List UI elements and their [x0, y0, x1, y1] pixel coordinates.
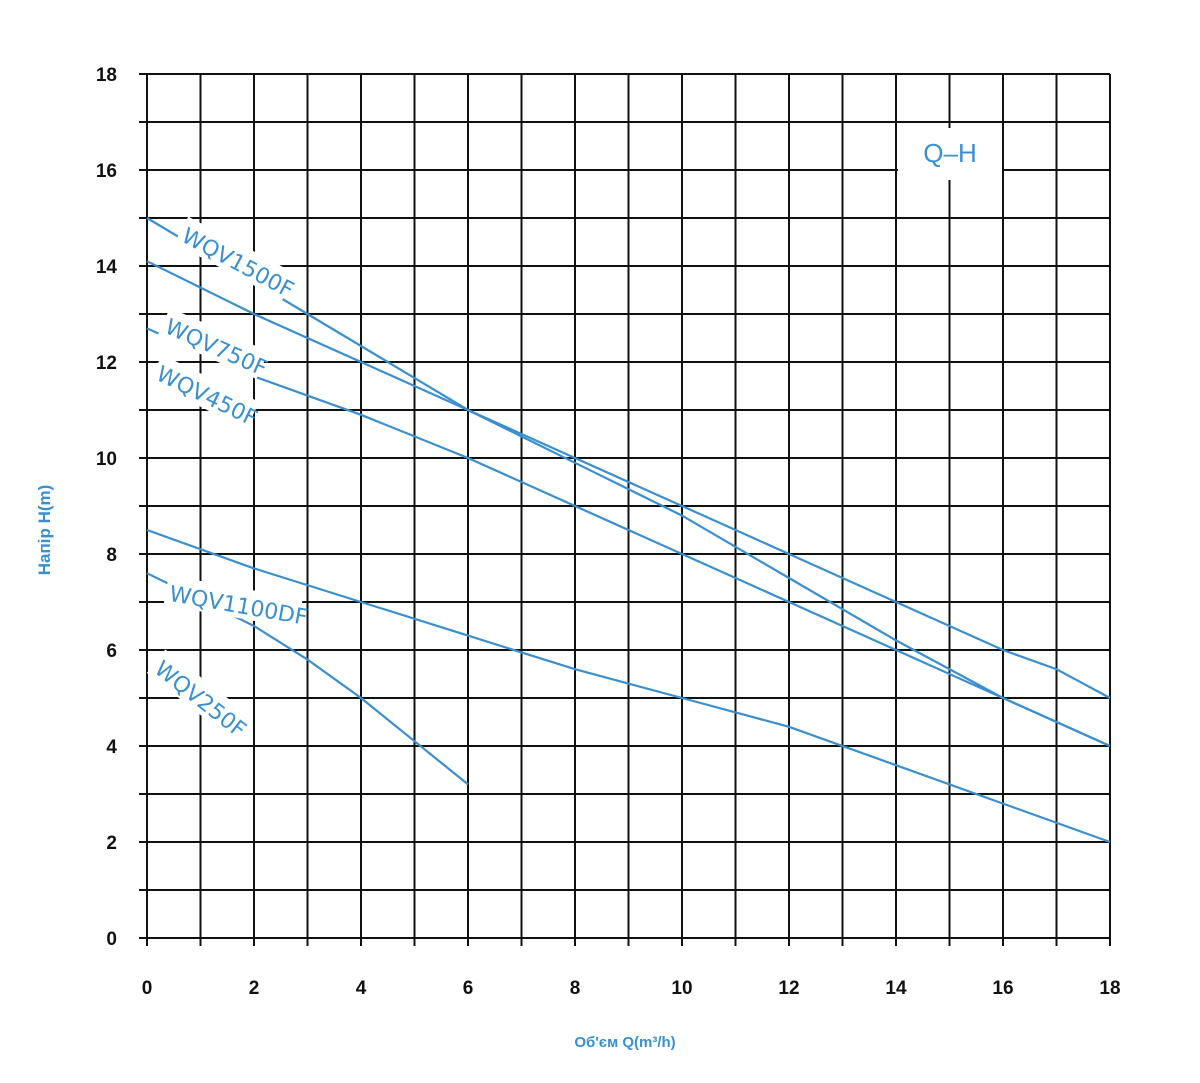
x-axis-label: Об'єм Q(m³/h) [574, 1034, 675, 1051]
y-tick-label: 14 [96, 257, 118, 278]
y-tick-label: 18 [96, 65, 117, 86]
series-label-bg [174, 216, 297, 301]
series-line-wqv1500f [146, 217, 1111, 748]
title-bg [898, 128, 1002, 180]
y-tick-label: 16 [96, 161, 117, 182]
series-label-bg [157, 307, 269, 380]
x-tick-label: 18 [1099, 978, 1120, 999]
x-tick-label: 16 [992, 978, 1013, 999]
series-label-bg [149, 354, 260, 429]
series-label: WQV1500F [177, 224, 297, 304]
x-tick-label: 12 [778, 978, 799, 999]
y-tick-label: 0 [106, 929, 117, 950]
x-tick-label: 0 [142, 978, 153, 999]
series-label-bg [146, 649, 251, 740]
series-line-wqv750f [146, 260, 1111, 699]
x-tick-label: 6 [463, 978, 474, 999]
x-tick-label: 8 [570, 978, 581, 999]
y-tick-label: 12 [96, 353, 117, 374]
y-tick-label: 4 [106, 737, 117, 758]
chart-title: Q–H [923, 138, 976, 168]
series-line-wqv1100df [146, 528, 1111, 844]
x-tick-label: 10 [671, 978, 692, 999]
x-tick-label: 2 [249, 978, 260, 999]
series-label-group: WQV1500F [174, 216, 297, 304]
y-tick-label: 2 [106, 833, 117, 854]
series-label-bg [163, 575, 303, 629]
x-tick-label: 14 [885, 978, 907, 999]
y-tick-label: 8 [106, 545, 117, 566]
y-tick-label: 10 [96, 449, 117, 470]
x-tick-label: 4 [356, 978, 367, 999]
series-label-group: WQV1100DF [163, 575, 309, 631]
y-tick-label: 6 [106, 641, 117, 662]
series-line-wqv450f [146, 327, 1111, 748]
y-axis-label: Напір H(m) [35, 485, 54, 576]
